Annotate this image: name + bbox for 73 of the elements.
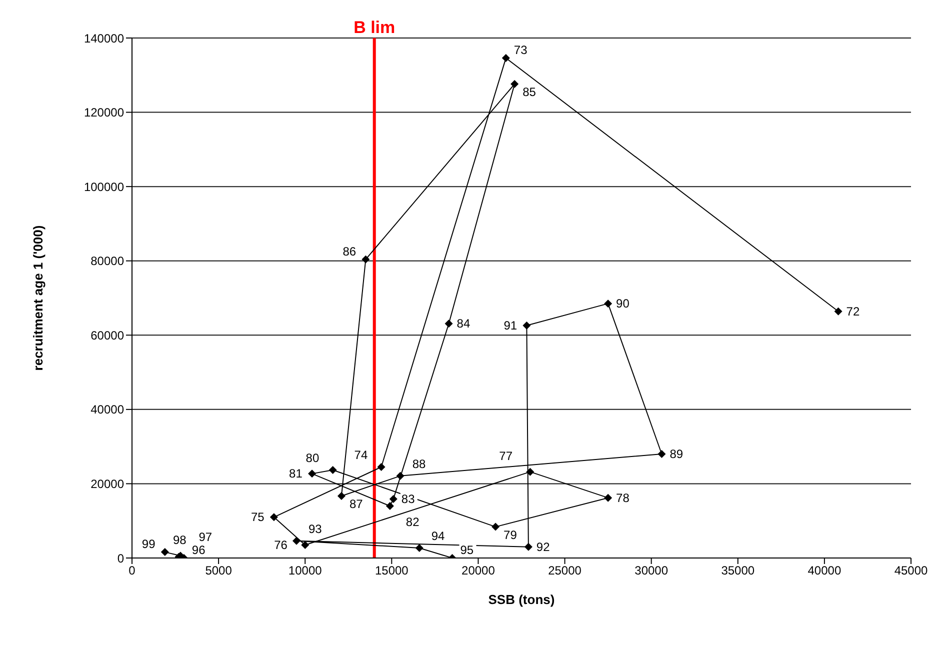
- point: [522, 321, 531, 330]
- point: [337, 492, 346, 500]
- point: [526, 468, 534, 476]
- annotation: 89: [670, 447, 684, 461]
- annotation: 73: [514, 43, 528, 58]
- annotation: 88: [412, 456, 426, 471]
- point: [301, 541, 310, 549]
- annotation: 76: [274, 538, 288, 552]
- x-tick-label: 15000: [374, 564, 409, 578]
- annotation: 99: [142, 537, 156, 552]
- point: [362, 255, 370, 264]
- x-tick-label: 35000: [721, 564, 755, 578]
- y-tick-label: 20000: [90, 476, 124, 491]
- annotation: 80: [306, 450, 320, 465]
- point: [492, 522, 500, 531]
- annotation: 97: [198, 530, 212, 544]
- annotation: 94: [431, 528, 446, 543]
- y-tick-label: 120000: [84, 106, 124, 120]
- annotation: 87: [349, 496, 364, 511]
- point: [834, 307, 842, 316]
- x-tick-label: 40000: [808, 564, 842, 578]
- point: [502, 54, 510, 62]
- x-tick-label: 30000: [634, 564, 668, 578]
- y-tick-label: 100000: [84, 180, 124, 194]
- annotation: 79: [504, 528, 518, 542]
- y-tick-label: 40000: [90, 402, 124, 417]
- annotation: 93: [308, 522, 322, 536]
- annotation: 91: [504, 318, 518, 332]
- point: [658, 450, 666, 458]
- y-tick-label: 140000: [84, 31, 124, 46]
- annotation: 72: [846, 304, 860, 318]
- x-tick-label: 25000: [548, 564, 582, 578]
- annotation: 98: [172, 532, 187, 547]
- annotation: 74: [354, 448, 368, 462]
- point: [389, 494, 398, 503]
- x-tick-label: 0: [128, 564, 136, 578]
- annotation: 81: [289, 466, 303, 481]
- y-tick-label: 80000: [90, 254, 124, 268]
- x-tick-label: 20000: [462, 564, 496, 578]
- point: [270, 513, 278, 522]
- ref-line-label: B lim: [354, 18, 396, 37]
- x-tick-label: 45000: [894, 564, 928, 578]
- annotation: 83: [401, 492, 416, 506]
- annotation: 86: [342, 244, 356, 258]
- point: [292, 536, 300, 545]
- point: [396, 472, 404, 480]
- annotation: 84: [456, 316, 470, 331]
- point: [308, 470, 316, 478]
- annotation: 85: [522, 85, 536, 100]
- y-tick-label: 0: [117, 551, 124, 566]
- point: [377, 463, 386, 471]
- annotation: 78: [616, 490, 630, 505]
- annotation: 75: [250, 510, 265, 524]
- point: [415, 544, 424, 552]
- y-tick-label: 60000: [90, 328, 124, 342]
- point: [524, 542, 532, 551]
- x-tick-label: 10000: [288, 564, 322, 578]
- point: [604, 494, 612, 502]
- x-tick-label: 5000: [205, 564, 232, 578]
- annotation: 95: [460, 543, 474, 557]
- y-axis-title: recruitment age 1 ('000): [30, 225, 46, 371]
- point: [444, 320, 453, 328]
- point: [604, 300, 612, 308]
- x-axis-title: SSB (tons): [488, 592, 555, 607]
- annotation: 90: [616, 296, 630, 311]
- point: [328, 466, 337, 474]
- point: [160, 548, 169, 556]
- annotation: 92: [536, 540, 550, 554]
- point: [510, 80, 519, 88]
- point: [386, 502, 394, 510]
- annotation: 96: [192, 543, 206, 557]
- annotation: 82: [406, 515, 420, 529]
- annotation: 77: [499, 448, 513, 463]
